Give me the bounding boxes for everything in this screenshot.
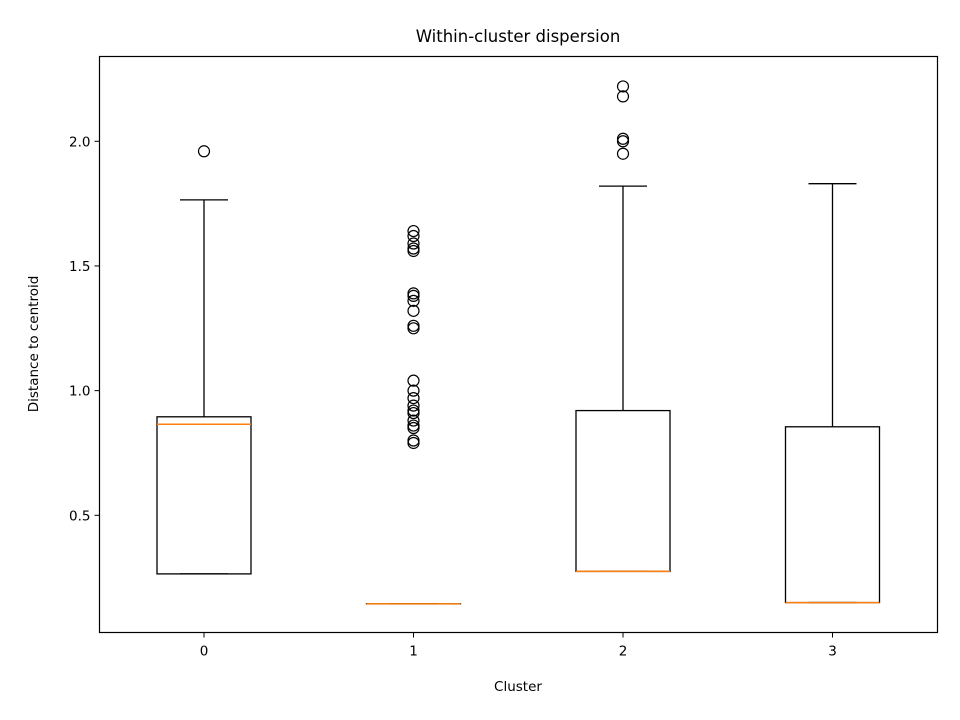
x-tick-label: 1 [409, 644, 418, 660]
y-axis: 0.5 1.0 1.5 2.0 [69, 134, 100, 524]
outlier-point [407, 374, 420, 387]
y-tick-label: 1.5 [69, 259, 90, 275]
outlier-point [407, 434, 420, 447]
outlier-point [407, 404, 420, 417]
iqr-box [156, 416, 252, 575]
y-tick-label: 0.5 [69, 508, 90, 524]
plot-area [156, 80, 881, 605]
box-group-cluster-1 [365, 224, 462, 605]
outlier-point [616, 132, 630, 145]
outlier-point [407, 294, 420, 307]
outlier-point [407, 419, 420, 432]
y-axis-label: Distance to centroid [26, 276, 42, 413]
outlier-point [407, 237, 420, 250]
x-axis-label: Cluster [494, 679, 542, 695]
outlier-point [407, 229, 420, 243]
outlier-point [407, 399, 420, 412]
x-tick-label: 0 [200, 644, 209, 660]
outlier-point [616, 90, 630, 103]
outlier-point [616, 80, 630, 93]
x-tick-label: 2 [619, 644, 628, 660]
outlier-point [407, 319, 420, 332]
outlier-point [407, 384, 420, 397]
outlier-point [407, 414, 420, 427]
outlier-point [407, 304, 420, 317]
x-axis: 0 1 2 3 [200, 632, 837, 660]
chart-title: Within-cluster dispersion [416, 27, 621, 46]
outlier-point [407, 224, 420, 238]
outlier-point [407, 392, 420, 405]
outlier-point [616, 147, 630, 160]
outlier-point [407, 242, 420, 255]
outlier-point [407, 287, 420, 300]
y-tick-label: 2.0 [69, 134, 90, 150]
box-group-cluster-2 [575, 80, 671, 573]
x-tick-label: 3 [828, 644, 837, 660]
axes-frame [98, 55, 939, 634]
outlier-point [197, 145, 211, 158]
y-tick-label: 1.0 [69, 384, 90, 400]
box-group-cluster-3 [784, 183, 881, 604]
box-group-cluster-0 [156, 145, 252, 575]
